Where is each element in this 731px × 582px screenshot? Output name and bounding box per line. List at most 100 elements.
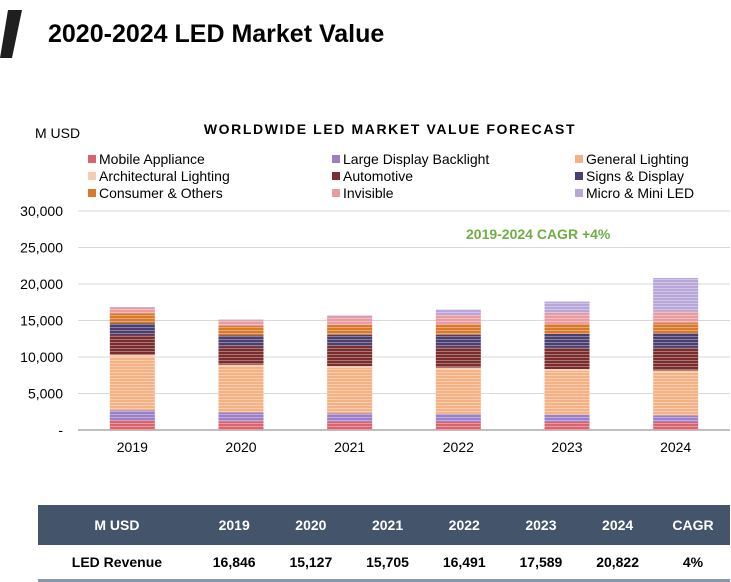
bar-segment-texture [653, 421, 699, 430]
table-row: LED Revenue 16,846 15,127 15,705 16,491 … [38, 545, 730, 582]
bar-segment-texture [544, 347, 590, 370]
x-tick-label: 2022 [443, 439, 474, 455]
x-tick-label: 2020 [225, 439, 256, 455]
bar-segment-texture [109, 335, 155, 355]
bar-segment-texture [218, 325, 264, 336]
bar-segment-texture [653, 347, 699, 371]
chart-plot: - 5,000 10,000 15,000 20,000 25,000 30,000 2019… [20, 203, 730, 455]
y-tick-label: 5,000 [28, 386, 63, 402]
legend-item: Signs & Display [575, 168, 684, 184]
table-header: CAGR [655, 505, 730, 545]
table-header: M USD [38, 505, 196, 545]
legend-label: Automotive [343, 168, 414, 184]
bar-segment-texture [109, 313, 155, 324]
y-tick-label: 10,000 [20, 349, 63, 365]
legend-item: Invisible [332, 185, 394, 201]
bar-segment-texture [218, 335, 264, 347]
bar-segment-texture [327, 421, 373, 430]
table-header-row: M USD 2019 2020 2021 2022 2023 2024 CAGR [38, 505, 730, 545]
legend-swatch [332, 155, 340, 163]
bar-segment-texture [653, 370, 699, 373]
table-header: 2022 [425, 505, 503, 545]
table-header: 2020 [272, 505, 350, 545]
legend-item: Micro & Mini LED [575, 185, 694, 201]
cagr-annotation: 2019-2024 CAGR +4% [466, 226, 611, 242]
legend-item: Large Display Backlight [332, 151, 489, 167]
legend-label: Consumer & Others [99, 185, 223, 201]
bar-segment-texture [435, 315, 481, 325]
bar-segment-texture [327, 316, 373, 325]
table-header: 2023 [502, 505, 580, 545]
legend-label: General Lighting [586, 151, 689, 167]
y-tick-label: - [58, 422, 63, 438]
legend-item: Mobile Appliance [88, 151, 205, 167]
legend-swatch [88, 172, 96, 180]
bar-segment-texture [109, 323, 155, 336]
revenue-table: M USD 2019 2020 2021 2022 2023 2024 CAGR… [38, 505, 730, 582]
table-cell: 16,846 [195, 545, 273, 582]
bar-segment-texture [435, 367, 481, 370]
bar-segment-texture [109, 354, 155, 357]
bar-segment-texture [435, 421, 481, 430]
y-tick-label: 15,000 [20, 313, 63, 329]
y-tick-label: 30,000 [20, 203, 63, 219]
legend-swatch [88, 155, 96, 163]
bar-segment-texture [218, 346, 264, 365]
bar-segment-texture [327, 324, 373, 335]
x-tick-label: 2021 [334, 439, 365, 455]
bar-segment-texture [327, 367, 373, 414]
table-cell: 16,491 [425, 545, 503, 582]
bar-segment-texture [653, 415, 699, 422]
table-header: 2024 [579, 505, 656, 545]
legend-swatch [575, 189, 583, 197]
legend-swatch [575, 155, 583, 163]
legend-swatch [575, 172, 583, 180]
legend-item: Consumer & Others [88, 185, 223, 201]
table-cell: 17,589 [502, 545, 580, 582]
bar-segment-texture [327, 315, 373, 317]
y-axis-label: M USD [35, 125, 81, 141]
bar-segment-texture [218, 412, 264, 422]
bar-segment-texture [109, 357, 155, 411]
page-title: 2020-2024 LED Market Value [48, 20, 385, 48]
legend-label: Large Display Backlight [343, 151, 490, 167]
legend-swatch [88, 189, 96, 197]
bar-segment-texture [544, 369, 590, 371]
bar-segment-texture [327, 413, 373, 422]
bar-segment-texture [218, 364, 264, 367]
bar-segment-texture [109, 410, 155, 421]
bar-segment-texture [435, 369, 481, 414]
legend-label: Architectural Lighting [99, 168, 230, 184]
legend-item: General Lighting [575, 151, 689, 167]
bar-segment-texture [544, 312, 590, 324]
bar-segment-texture [327, 345, 373, 367]
legend-swatch [332, 172, 340, 180]
bar-segment-texture [327, 366, 373, 368]
bar-segment-texture [218, 320, 264, 326]
bar-segment-texture [544, 370, 590, 415]
bar-segment-texture [218, 366, 264, 413]
legend-label: Signs & Display [586, 168, 685, 184]
legend-label: Invisible [343, 185, 394, 201]
legend-item: Architectural Lighting [88, 168, 230, 184]
corner-decoration [0, 10, 22, 58]
bar-segment-texture [544, 334, 590, 348]
bar-segment-texture [109, 307, 155, 308]
bar-segment-texture [435, 309, 481, 316]
y-tick-label: 20,000 [20, 276, 63, 292]
table-cell: 15,127 [272, 545, 350, 582]
bar-segment-texture [544, 301, 590, 313]
bar-segment-texture [435, 334, 481, 348]
table-header: 2021 [349, 505, 426, 545]
table-header: 2019 [195, 505, 273, 545]
table-cell: LED Revenue [38, 545, 196, 582]
bar-segment-texture [653, 277, 699, 312]
table-cell: 4% [655, 545, 730, 582]
bar-segment-texture [653, 323, 699, 334]
table-cell: 15,705 [349, 545, 426, 582]
bar-segment-texture [544, 421, 590, 430]
bar-segment-texture [435, 324, 481, 335]
chart-title: WORLDWIDE LED MARKET VALUE FORECAST [203, 121, 577, 137]
y-tick-label: 25,000 [20, 240, 63, 256]
x-tick-label: 2019 [117, 439, 148, 455]
